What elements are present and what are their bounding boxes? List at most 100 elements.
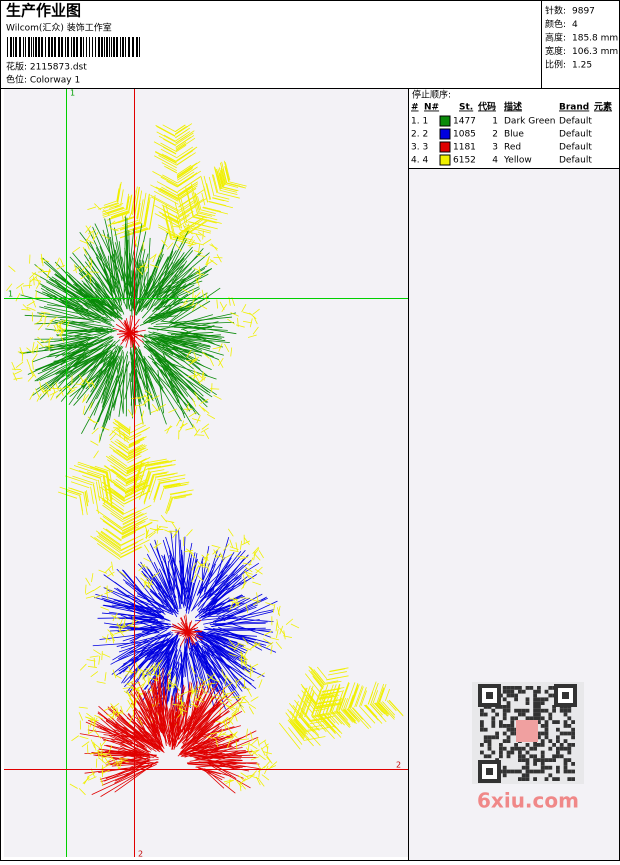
qr-cell (560, 743, 564, 747)
qr-cell (567, 709, 571, 713)
qr-cell (522, 777, 526, 781)
info-value: 4 (572, 20, 578, 30)
qr-cell (507, 705, 511, 709)
bar (106, 37, 108, 57)
guide-label: 2 (396, 761, 401, 770)
qr-cell (548, 773, 552, 777)
qr-cell (510, 694, 514, 698)
info-value: 106.3 mm (572, 47, 618, 57)
stitch (240, 598, 249, 599)
qr-cell (499, 754, 503, 758)
qr-cell (552, 758, 556, 762)
qr-cell (488, 743, 492, 747)
qr-cell (533, 762, 537, 766)
qr-cell (510, 732, 514, 736)
qr-cell (529, 716, 533, 720)
qr-cell (533, 701, 537, 705)
stitch (96, 759, 97, 768)
info-value: 185.8 mm (572, 34, 618, 44)
qr-cell (480, 724, 484, 728)
qr-cell (510, 720, 514, 724)
qr-cell (556, 739, 560, 743)
qr-cell (567, 747, 571, 751)
qr-cell (503, 770, 507, 774)
column-header: Brand (559, 103, 589, 113)
qr-cell (552, 720, 556, 724)
qr-cell (503, 739, 507, 743)
stitch-count: 1477 (453, 117, 476, 127)
qr-cell (518, 686, 522, 690)
bar (98, 37, 100, 57)
studio: Wilcom(汇众) 装饰工作室 (6, 22, 112, 34)
qr-cell (518, 777, 522, 781)
row-index: 2. 2 (411, 130, 428, 140)
qr-cell (537, 705, 541, 709)
qr-cell (518, 690, 522, 694)
qr-cell (541, 762, 545, 766)
qr-cell (499, 751, 503, 755)
qr-cell (507, 709, 511, 713)
qr-cell (556, 751, 560, 755)
qr-cell (495, 713, 499, 717)
qr-cell (526, 697, 530, 701)
qr-cell (571, 777, 575, 781)
qr-cell (567, 758, 571, 762)
stitch-count: 6152 (453, 156, 476, 166)
qr-cell (529, 754, 533, 758)
qr-cell (567, 743, 571, 747)
color-swatch (440, 155, 450, 165)
qr-cell (564, 713, 568, 717)
qr-cell (503, 686, 507, 690)
bar (58, 37, 60, 57)
qr-cell (548, 686, 552, 690)
qr-cell (560, 754, 564, 758)
qr-cell (533, 690, 537, 694)
color-code: 3 (492, 143, 498, 153)
qr-cell (514, 716, 518, 720)
watermark: 6xiu.com (477, 789, 579, 813)
qr-cell (533, 716, 537, 720)
qr-cell (503, 773, 507, 777)
qr-cell (484, 713, 488, 717)
bar (111, 37, 112, 57)
bar (7, 37, 8, 57)
qr-cell (537, 716, 541, 720)
colorway: 色位: Colorway 1 (6, 74, 80, 86)
qr-cell (545, 766, 549, 770)
qr-cell (545, 697, 549, 701)
qr-cell (514, 743, 518, 747)
qr-cell (529, 747, 533, 751)
qr-cell (503, 732, 507, 736)
qr-cell (488, 739, 492, 743)
qr-cell (522, 709, 526, 713)
qr-cell (564, 766, 568, 770)
qr-cell (571, 735, 575, 739)
bar (113, 37, 115, 57)
description: Red (504, 143, 521, 153)
description: Dark Green (504, 117, 555, 127)
qr-cell (526, 686, 530, 690)
qr-cell (552, 709, 556, 713)
info-label: 颜色: (545, 18, 566, 30)
bar (109, 37, 110, 57)
stitch (129, 427, 130, 436)
qr-cell (510, 770, 514, 774)
qr-cell (526, 743, 530, 747)
qr-cell (545, 724, 549, 728)
qr-cell (537, 690, 541, 694)
qr-cell (545, 758, 549, 762)
qr-cell (567, 770, 571, 774)
qr-cell (488, 735, 492, 739)
qr-cell (514, 694, 518, 698)
qr-cell (491, 716, 495, 720)
qr-cell (541, 754, 545, 758)
stitch-count: 1085 (453, 130, 476, 140)
color-swatch (440, 116, 450, 126)
qr-cell (510, 747, 514, 751)
row-index: 4. 4 (411, 156, 428, 166)
bar (101, 37, 103, 57)
bar (136, 37, 138, 57)
qr-cell (507, 754, 511, 758)
bar (25, 37, 26, 57)
